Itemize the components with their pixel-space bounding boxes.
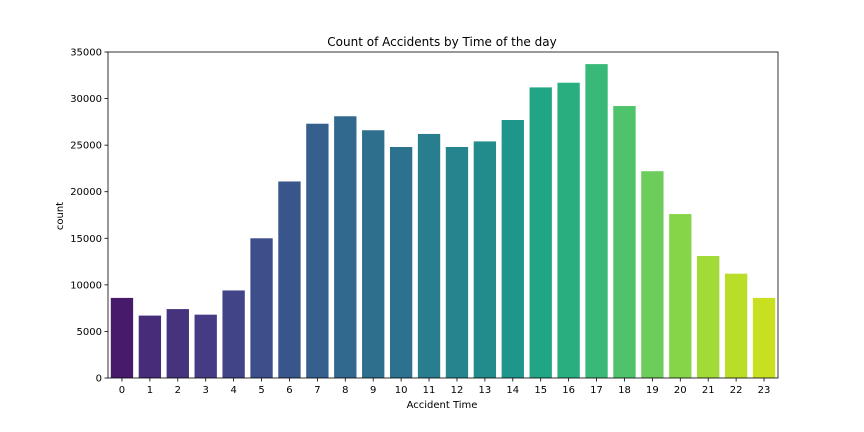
bar-1 <box>138 315 162 378</box>
x-tick-label: 13 <box>479 385 492 396</box>
bar-21 <box>697 255 720 378</box>
bar-2 <box>166 309 189 378</box>
x-tick-label: 18 <box>618 385 631 396</box>
x-tick-label: 9 <box>370 385 376 396</box>
x-tick-label: 12 <box>451 385 464 396</box>
x-tick-label: 5 <box>258 385 264 396</box>
x-tick-label: 17 <box>590 385 603 396</box>
x-tick-label: 23 <box>758 385 771 396</box>
x-tick-label: 6 <box>286 385 292 396</box>
bar-5 <box>250 238 273 378</box>
x-tick-label: 15 <box>534 385 547 396</box>
x-tick-label: 1 <box>147 385 153 396</box>
y-tick-label: 35000 <box>70 48 102 59</box>
y-tick-label: 25000 <box>70 141 102 152</box>
x-tick-label: 19 <box>646 385 659 396</box>
bar-19 <box>641 171 664 378</box>
bar-13 <box>473 141 497 378</box>
bar-14 <box>501 119 524 378</box>
bar-23 <box>752 297 776 378</box>
chart-title: Count of Accidents by Time of the day <box>327 35 556 49</box>
x-tick-label: 14 <box>506 385 519 396</box>
x-tick-label: 7 <box>314 385 320 396</box>
x-tick-label: 22 <box>730 385 743 396</box>
bar-18 <box>613 106 636 378</box>
bar-0 <box>110 297 134 378</box>
x-tick-label: 8 <box>342 385 348 396</box>
x-tick-label: 10 <box>395 385 408 396</box>
y-tick-label: 20000 <box>70 187 102 198</box>
y-tick-label: 0 <box>96 374 102 385</box>
bar-22 <box>724 273 748 378</box>
x-tick-label: 20 <box>674 385 687 396</box>
x-tick-label: 4 <box>230 385 236 396</box>
bar-16 <box>557 82 580 378</box>
x-tick-label: 2 <box>175 385 181 396</box>
bar-3 <box>194 314 217 378</box>
y-tick-label: 30000 <box>70 94 102 105</box>
bar-4 <box>222 290 245 378</box>
bar-9 <box>362 130 385 378</box>
y-axis-label: count <box>55 202 66 230</box>
x-tick-label: 3 <box>203 385 209 396</box>
y-tick-label: 10000 <box>70 280 102 291</box>
bar-15 <box>529 87 552 378</box>
bar-6 <box>278 181 301 378</box>
x-tick-label: 16 <box>562 385 575 396</box>
x-tick-label: 21 <box>702 385 715 396</box>
x-axis-label: Accident Time <box>407 400 478 411</box>
bar-11 <box>417 133 441 378</box>
y-tick-label: 5000 <box>77 327 102 338</box>
bar-20 <box>669 214 692 378</box>
bar-7 <box>306 123 329 378</box>
plot-area: 0 1 2 3 4 5 6 7 8 9 10 11 12 13 14 15 16 17 18 19 20 21 22 2305… <box>70 48 779 396</box>
bar-10 <box>389 147 413 378</box>
bar-8 <box>334 116 357 379</box>
y-tick-label: 15000 <box>70 234 102 245</box>
plot-frame <box>107 51 779 379</box>
bar-17 <box>585 64 608 378</box>
x-tick-label: 0 <box>119 385 125 396</box>
x-tick-label: 11 <box>423 385 436 396</box>
bar-12 <box>445 147 469 378</box>
